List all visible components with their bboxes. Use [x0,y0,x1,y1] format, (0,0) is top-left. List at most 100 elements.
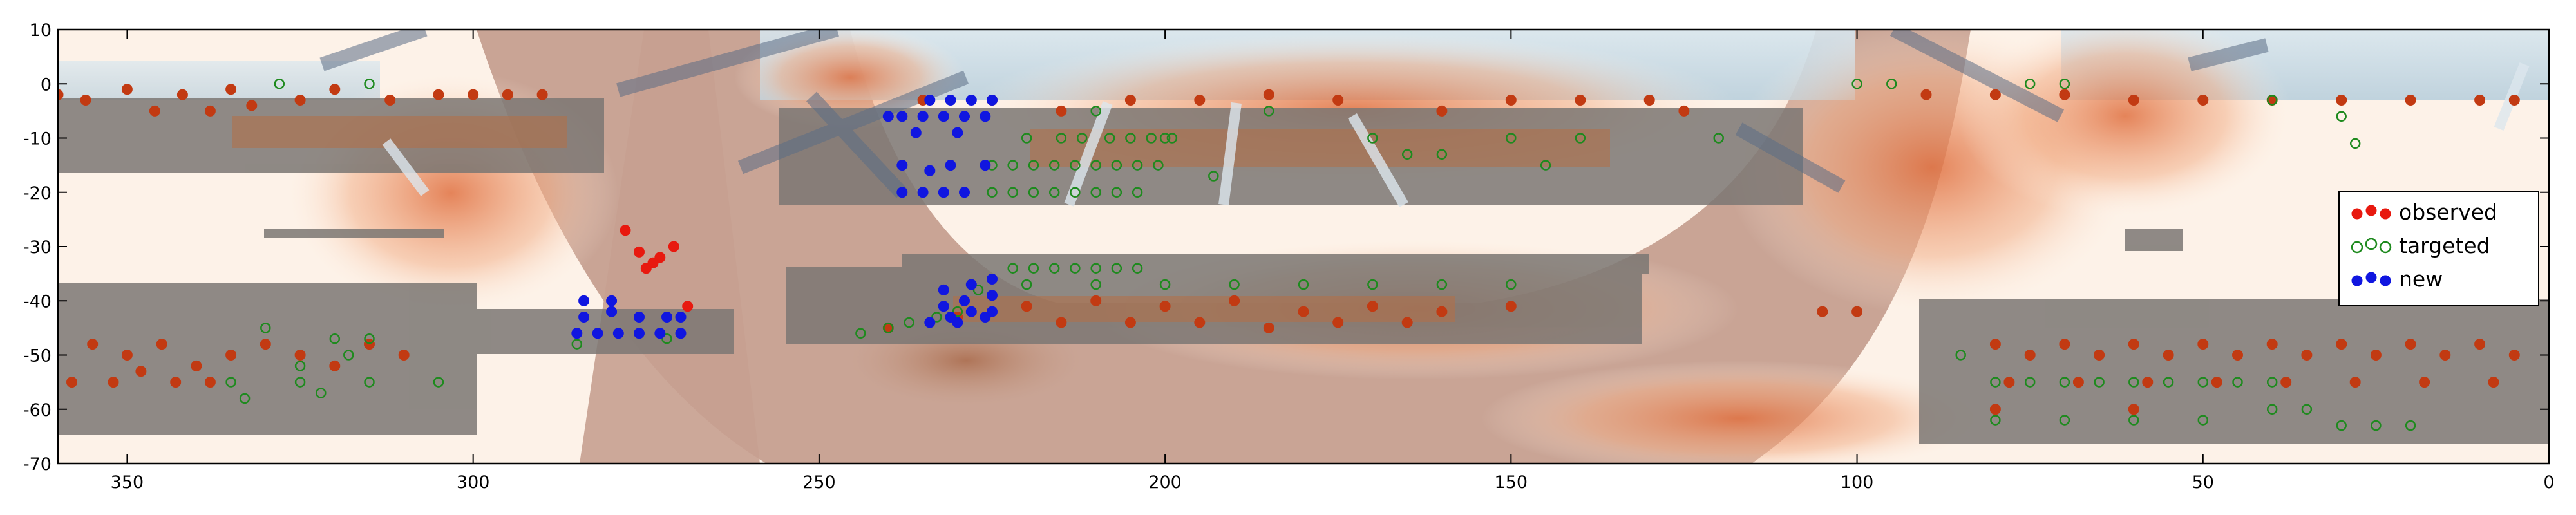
point-targeted-95 [2197,415,2209,426]
point-targeted-48 [1090,263,1101,274]
legend-marker-observed-0 [2351,208,2363,220]
point-targeted-64 [972,285,984,295]
point-targeted-27 [1007,160,1018,171]
point-observed-in-footprints-2 [121,84,133,95]
point-targeted-47 [1070,263,1081,274]
point-targeted-88 [2301,404,2313,415]
point-observed-in-footprints-45 [1436,306,1448,317]
point-targeted-81 [2059,377,2070,388]
ticks-layer: 350 300 250 200 150 100 50 0100-10-20-30-40-50-… [23,21,2555,492]
point-targeted-94 [2128,415,2139,426]
point-observed-in-footprints-90 [2419,377,2430,388]
legend-label-targeted: targeted [2399,233,2490,258]
legend-marker-targeted-2 [2379,241,2392,254]
point-new-2 [917,111,929,122]
point-new-16 [896,187,908,198]
point-targeted-71 [225,377,236,388]
point-targeted-55 [1506,279,1517,290]
point-targeted-40 [1090,187,1101,198]
legend-label-observed: observed [2399,200,2497,225]
x-tick-label-50: 50 [2192,473,2214,492]
point-observed-in-footprints-81 [2439,350,2451,360]
point-targeted-5 [2059,79,2070,89]
point-observed-in-footprints-75 [2232,350,2243,360]
point-targeted-7 [2336,111,2347,122]
point-observed-in-footprints-60 [329,360,341,371]
point-observed-in-footprints-59 [294,350,306,360]
x-tick-label-200: 200 [1148,473,1182,492]
point-observed-in-footprints-10 [384,95,396,106]
point-new-28 [592,328,603,339]
point-new-19 [959,187,970,198]
point-observed-in-footprints-13 [502,89,513,100]
point-observed-in-footprints-42 [1229,295,1240,306]
point-observed-in-footprints-82 [2474,339,2486,350]
point-observed-in-footprints-6 [225,84,237,95]
point-observed-in-footprints-64 [108,377,119,388]
x-tick-label-100: 100 [1841,473,1874,492]
point-targeted-51 [1229,279,1240,290]
point-targeted-78 [1955,350,1966,360]
point-observed-in-footprints-22 [1436,105,1448,117]
point-new-23 [606,306,618,317]
point-targeted-92 [1990,415,2001,426]
point-targeted-38 [1048,187,1060,198]
point-new-35 [987,274,998,285]
point-targeted-46 [1048,263,1060,274]
sky-background [58,30,2549,464]
point-targeted-28 [1028,160,1039,171]
point-targeted-50 [1132,263,1143,274]
point-targeted-86 [2232,377,2243,388]
point-observed-in-footprints-57 [225,350,237,360]
point-observed-in-footprints-58 [260,339,271,350]
point-new-3 [938,111,949,122]
point-targeted-90 [2371,420,2382,431]
point-targeted-31 [1090,160,1101,171]
point-observed-in-footprints-52 [1401,317,1413,328]
point-targeted-19 [1021,133,1032,144]
point-observed-in-footprints-62 [398,350,410,360]
point-observed-in-footprints-40 [1090,295,1102,306]
y-tick-label-0: 0 [41,75,52,95]
point-targeted-22 [1104,133,1115,144]
point-new-1 [896,111,908,122]
point-observed-6 [634,246,645,258]
x-tick-label-0: 0 [2543,473,2554,492]
legend-marker-targeted-1 [2365,238,2378,250]
point-new-13 [924,165,936,176]
point-new-43 [952,317,963,328]
point-new-22 [578,312,590,323]
point-observed-in-footprints-95 [2128,404,2139,415]
point-new-33 [938,284,949,295]
point-observed-in-footprints-31 [2197,95,2209,106]
point-targeted-45 [1028,263,1039,274]
point-observed-in-footprints-76 [2266,339,2278,350]
point-new-38 [987,290,998,301]
point-new-20 [578,295,590,306]
point-observed-in-footprints-44 [1367,301,1378,312]
point-targeted-93 [2059,415,2070,426]
point-observed-in-footprints-56 [191,360,202,371]
point-targeted-37 [1028,187,1039,198]
point-new-29 [612,328,624,339]
point-targeted-82 [2094,377,2105,388]
legend-marker-observed-2 [2380,208,2391,220]
point-targeted-17 [1540,160,1551,171]
point-targeted-63 [952,306,963,317]
point-targeted-76 [316,388,327,398]
point-observed-5 [647,257,659,268]
point-targeted-56 [1159,279,1171,290]
point-observed-in-footprints-30 [2128,95,2139,106]
point-targeted-20 [1056,133,1067,144]
point-targeted-65 [571,339,583,350]
point-targeted-10 [1159,133,1171,144]
point-targeted-36 [1007,187,1018,198]
point-observed-in-footprints-92 [1817,306,1828,317]
point-targeted-79 [1990,377,2001,388]
point-targeted-24 [1146,133,1157,144]
point-new-36 [938,301,949,312]
point-new-39 [924,317,936,328]
point-new-31 [654,328,666,339]
y-tick-label--70: -70 [23,454,52,474]
